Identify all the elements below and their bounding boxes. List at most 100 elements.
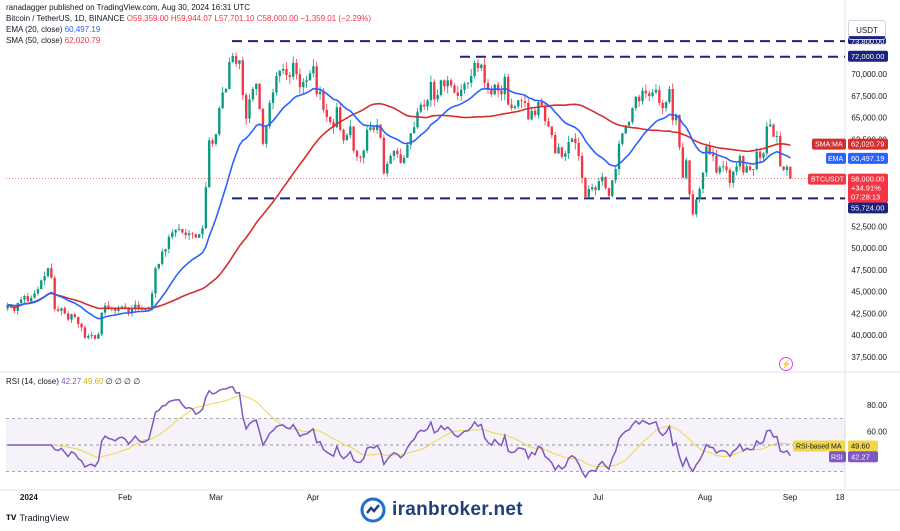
- rsi-tag-bg: [848, 451, 878, 463]
- time-tick: Mar: [209, 493, 223, 502]
- candle-body: [779, 135, 782, 167]
- candle-body: [664, 102, 668, 109]
- candle-body: [80, 323, 83, 328]
- candle-body: [631, 108, 634, 123]
- candle-body: [742, 155, 745, 173]
- candle-body: [342, 129, 345, 141]
- candle-body: [355, 150, 359, 157]
- candle-body: [486, 82, 490, 90]
- candle-body: [715, 155, 718, 173]
- time-tick: 2024: [20, 493, 38, 502]
- candle-body: [298, 74, 302, 88]
- candle-body: [607, 188, 611, 196]
- level-tag-top-bg: [848, 36, 886, 45]
- candle-body: [768, 124, 772, 127]
- candle-body: [402, 157, 406, 163]
- sma-legend[interactable]: SMA (50, close) 62,020.79: [6, 36, 100, 45]
- candle-body: [174, 229, 177, 233]
- candle-body: [705, 146, 708, 173]
- ema-tag-label-bg: [826, 152, 846, 164]
- candle-body: [181, 229, 184, 233]
- rsi-ma-tag-label-bg: [793, 440, 845, 452]
- candle-body: [406, 144, 409, 158]
- candle-body: [758, 151, 762, 158]
- candle-body: [433, 82, 436, 100]
- candle-body: [285, 68, 288, 76]
- candle-body: [550, 126, 554, 136]
- candle-body: [580, 155, 584, 178]
- price-tick: 70,000.00: [851, 70, 887, 79]
- candle-body: [251, 88, 255, 100]
- candle-body: [614, 169, 617, 181]
- candle-body: [33, 293, 36, 298]
- candle-body: [735, 166, 738, 172]
- candle-body: [241, 60, 244, 96]
- candle-body: [97, 334, 100, 339]
- candle-body: [36, 289, 40, 294]
- candle-body: [708, 146, 711, 155]
- candle-body: [483, 64, 486, 83]
- candle-body: [554, 135, 557, 154]
- candle-body: [691, 194, 695, 215]
- price-tick: 65,000.00: [851, 114, 887, 123]
- candle-body: [231, 55, 234, 63]
- candle-body: [752, 169, 755, 170]
- price-tick: 42,500.00: [851, 309, 887, 318]
- candle-body: [328, 116, 332, 123]
- level-tag-top-text: 73,800.00: [851, 37, 884, 46]
- rsi-legend[interactable]: RSI (14, close) 42.27 49.60 ∅ ∅ ∅ ∅: [6, 377, 140, 386]
- candle-body: [50, 268, 53, 278]
- candle-body: [318, 91, 322, 95]
- candle-body: [184, 232, 187, 236]
- candle-body: [228, 62, 231, 89]
- candle-body: [762, 153, 765, 158]
- candle-body: [446, 80, 449, 87]
- candle-body: [701, 172, 705, 190]
- ema-tag-text: 60,497.19: [851, 154, 884, 163]
- candle-body: [100, 312, 103, 335]
- sma-tag-label-bg: [812, 138, 846, 150]
- candle-body: [648, 93, 651, 96]
- currency-button[interactable]: USDT: [848, 20, 886, 40]
- watermark: iranbroker.net: [360, 497, 523, 523]
- candle-body: [496, 84, 500, 91]
- candle-body: [674, 115, 678, 121]
- watermark-logo-icon: [360, 497, 386, 523]
- candle-body: [782, 166, 785, 170]
- candle-body: [470, 75, 473, 83]
- level-tag-support-bg: [848, 202, 888, 214]
- watermark-text: iranbroker.net: [392, 499, 523, 520]
- candle-body: [161, 251, 164, 264]
- candle-body: [728, 169, 732, 183]
- lightning-icon[interactable]: ⚡: [779, 357, 793, 371]
- candle-body: [150, 293, 154, 308]
- candle-body: [63, 308, 66, 314]
- candle-body: [409, 133, 412, 145]
- price-tick: 45,000.00: [851, 288, 887, 297]
- ema-legend[interactable]: EMA (20, close) 60,497.19: [6, 25, 100, 34]
- tradingview-footer[interactable]: ᴛᴠ TradingView: [6, 512, 69, 523]
- candle-body: [466, 82, 470, 84]
- candle-body: [530, 110, 533, 120]
- candle-body: [543, 105, 547, 122]
- ohlc-low: L57,701.10: [214, 14, 255, 23]
- candle-body: [197, 234, 201, 238]
- tradingview-logo-icon: ᴛᴠ: [6, 512, 17, 523]
- candle-body: [244, 95, 248, 119]
- candle-body: [349, 126, 352, 136]
- candle-body: [688, 160, 691, 195]
- candle-body: [624, 125, 627, 134]
- candle-body: [302, 82, 305, 88]
- candle-body: [590, 187, 594, 190]
- sma-tag-text: 62,020.79: [851, 140, 884, 149]
- candle-body: [765, 126, 768, 154]
- rsi-tag-label: RSI: [831, 454, 843, 461]
- candle-body: [339, 107, 342, 130]
- candle-body: [661, 102, 664, 109]
- candle-body: [426, 100, 429, 107]
- candle-body: [77, 316, 80, 324]
- rsi-tick: 80.00: [867, 401, 888, 410]
- sma-tag-bg: [848, 138, 888, 150]
- candle-body: [23, 296, 26, 300]
